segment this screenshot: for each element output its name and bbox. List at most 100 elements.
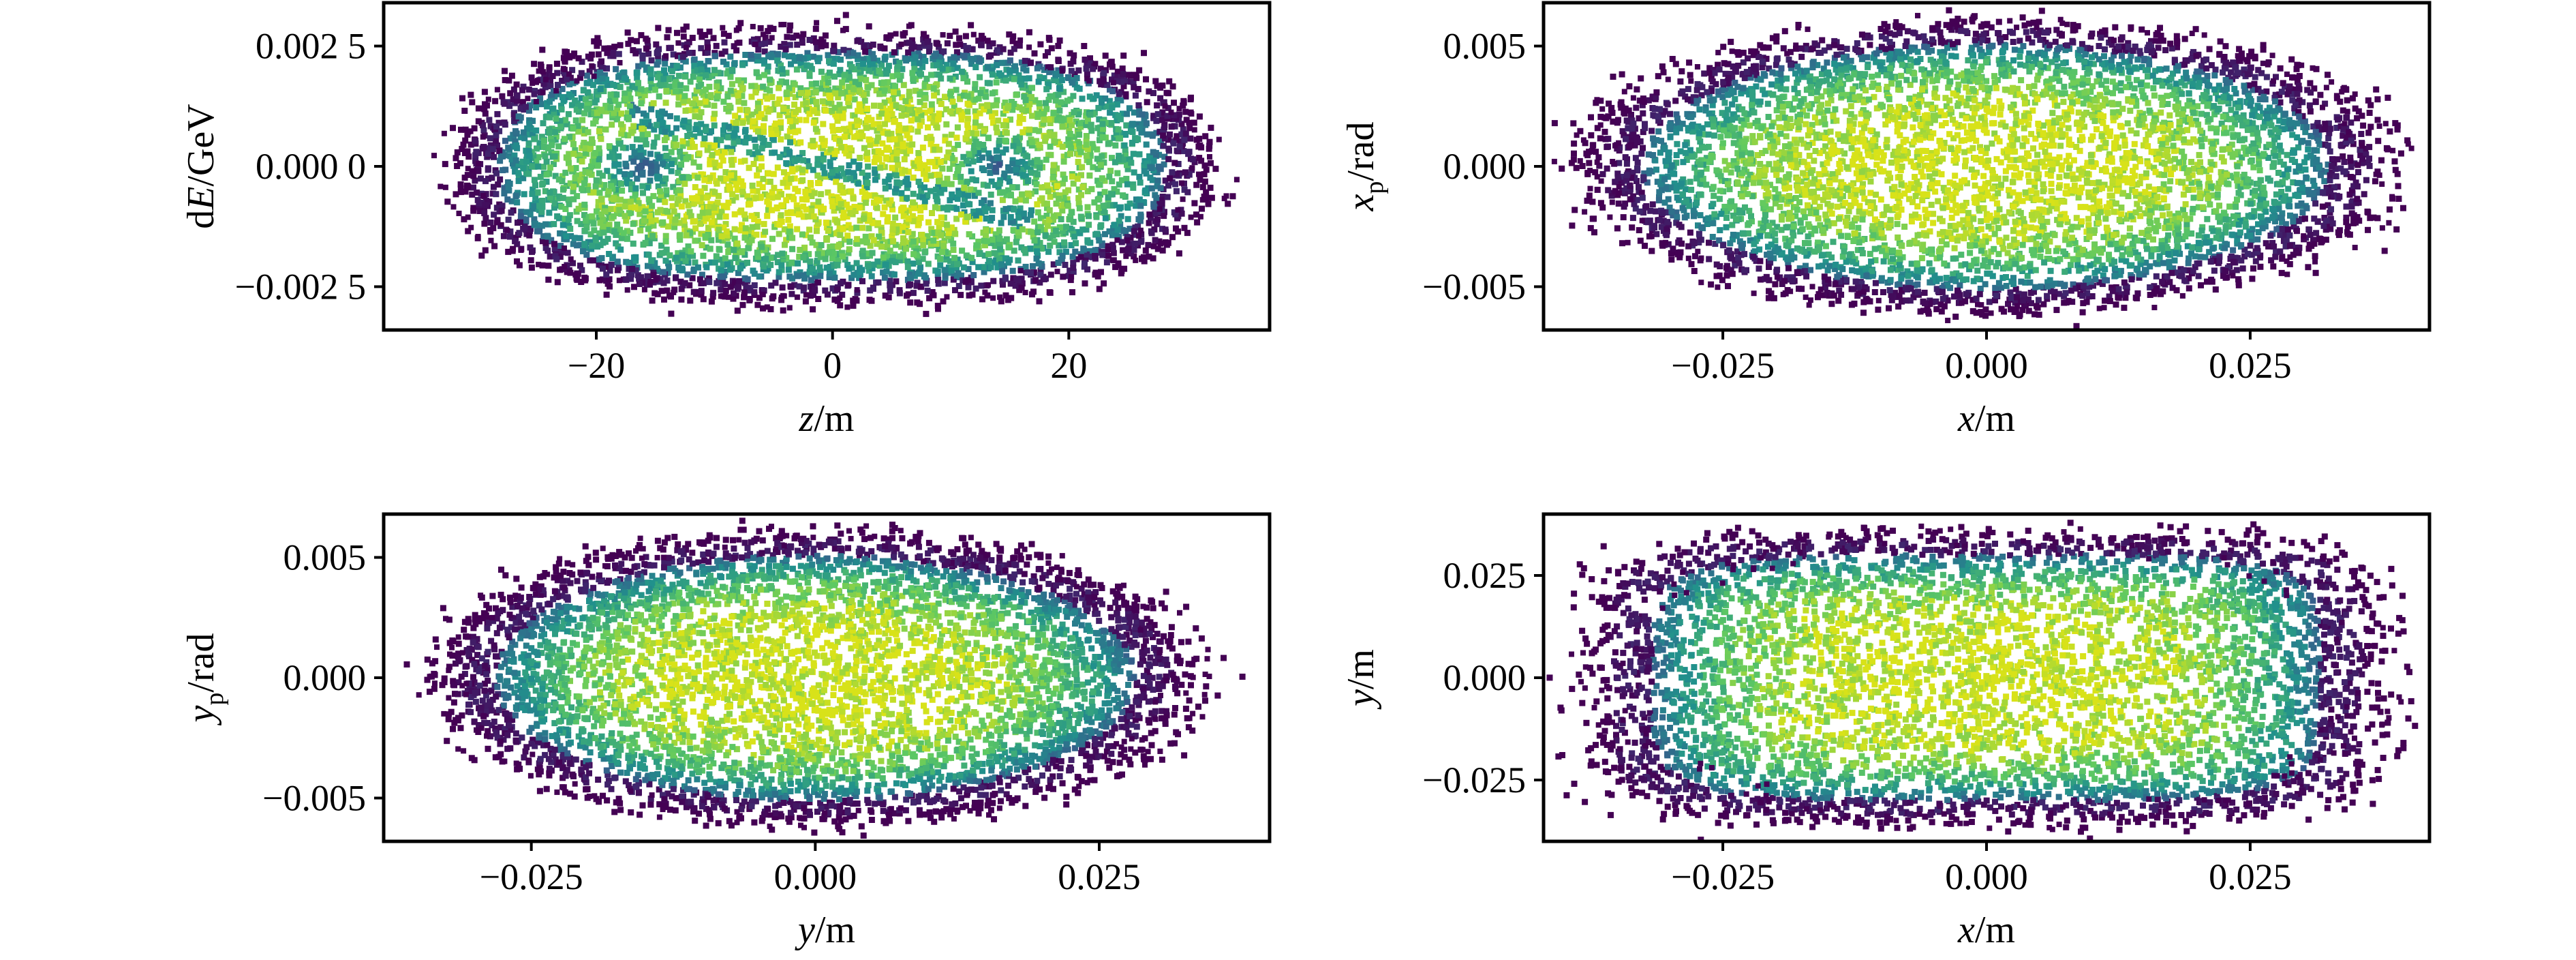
data-point <box>1159 194 1166 200</box>
data-point <box>870 68 876 75</box>
data-point <box>542 114 549 121</box>
data-point <box>827 159 833 166</box>
data-point <box>783 237 790 243</box>
data-point <box>783 108 790 115</box>
data-point <box>624 235 630 242</box>
data-point <box>1203 166 1210 173</box>
data-point <box>887 172 893 179</box>
data-point <box>1130 184 1137 191</box>
data-point <box>984 292 991 299</box>
data-point <box>989 71 996 78</box>
data-point <box>797 85 804 92</box>
data-point <box>1120 228 1127 235</box>
data-point <box>1111 159 1118 166</box>
data-point <box>910 190 917 197</box>
data-point <box>829 198 835 205</box>
data-point <box>960 75 967 82</box>
data-point <box>999 196 1006 203</box>
data-point <box>1002 292 1009 299</box>
data-point <box>936 110 942 117</box>
data-point <box>1165 136 1171 143</box>
data-point <box>677 278 684 285</box>
data-point <box>825 86 831 93</box>
data-point <box>626 91 632 98</box>
data-point <box>654 134 660 140</box>
data-point <box>537 95 544 102</box>
data-point <box>496 148 503 154</box>
data-point <box>647 70 654 77</box>
data-point <box>1034 157 1041 164</box>
data-point <box>587 231 594 238</box>
data-point <box>980 264 987 271</box>
data-point <box>486 117 493 123</box>
data-point <box>970 272 977 278</box>
data-point <box>752 143 759 150</box>
data-point <box>909 213 916 220</box>
data-point <box>450 125 456 132</box>
data-point <box>611 228 617 235</box>
data-point <box>581 180 587 187</box>
data-point <box>886 136 893 143</box>
data-point <box>1031 50 1038 57</box>
data-point <box>688 213 694 220</box>
data-point <box>625 132 632 138</box>
data-point <box>1104 202 1111 209</box>
data-point <box>793 157 800 163</box>
data-point <box>1065 273 1072 280</box>
data-point <box>521 135 528 142</box>
data-point <box>1113 232 1120 239</box>
data-point <box>781 52 788 59</box>
data-point <box>916 269 923 276</box>
data-point <box>562 136 568 142</box>
data-point <box>814 44 821 51</box>
data-point <box>531 136 538 142</box>
data-point <box>618 110 625 117</box>
data-point <box>970 187 977 194</box>
data-point <box>884 244 891 250</box>
data-point <box>947 75 953 82</box>
data-point <box>784 33 791 40</box>
data-point <box>564 121 570 127</box>
data-point <box>505 248 512 255</box>
data-point <box>1092 247 1099 254</box>
data-point <box>865 84 872 91</box>
data-point <box>632 257 639 264</box>
data-point <box>765 207 771 213</box>
data-point <box>650 272 657 278</box>
data-point <box>472 177 478 184</box>
data-point <box>562 117 569 123</box>
data-point <box>588 163 595 170</box>
data-point <box>1028 169 1034 176</box>
data-point <box>630 47 637 54</box>
data-point <box>989 113 996 120</box>
data-point <box>810 202 816 209</box>
data-point <box>639 204 646 211</box>
data-point <box>942 249 949 256</box>
data-point <box>1086 159 1092 166</box>
data-point <box>1002 100 1009 106</box>
data-point <box>864 106 871 112</box>
data-point <box>1149 132 1156 139</box>
data-point <box>835 241 842 248</box>
data-point <box>704 49 711 56</box>
data-point <box>990 278 997 284</box>
data-point <box>975 208 982 215</box>
data-point <box>566 160 572 166</box>
data-point <box>1013 91 1019 98</box>
data-point <box>894 90 901 97</box>
data-point <box>1086 93 1093 100</box>
data-point <box>1037 104 1043 110</box>
data-point <box>1186 125 1193 132</box>
data-point <box>1060 273 1067 280</box>
data-point <box>512 168 519 175</box>
data-point <box>483 202 490 209</box>
data-point <box>1143 120 1150 127</box>
data-point <box>987 239 994 246</box>
data-point <box>838 144 844 151</box>
data-point <box>946 166 953 172</box>
data-point <box>839 250 845 256</box>
data-point <box>810 53 817 60</box>
data-point <box>662 72 669 79</box>
data-point <box>754 301 761 308</box>
data-point <box>741 128 748 135</box>
